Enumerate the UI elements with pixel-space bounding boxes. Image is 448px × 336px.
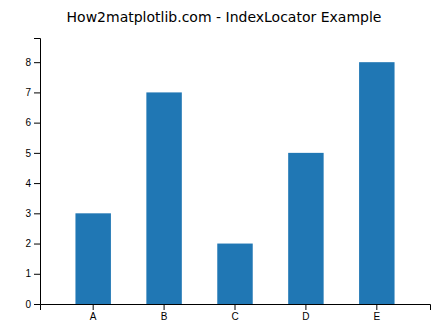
tick-mark [34,62,40,63]
x-axis: A B C D E [41,304,431,322]
tick-label: 7 [25,87,31,98]
tick-label: 8 [25,57,31,68]
x-tick: C [231,304,238,322]
bar [146,92,181,304]
y-tick: 1 [25,268,40,279]
chart-title: How2matplotlib.com - IndexLocator Exampl… [67,9,382,25]
bars [75,62,394,304]
chart-svg: How2matplotlib.com - IndexLocator Exampl… [0,0,448,336]
y-tick: 0 [25,299,40,310]
y-tick: 7 [25,87,40,98]
tick-mark [305,304,306,310]
axis-line [41,305,431,311]
tick-label: 2 [25,238,31,249]
y-tick: 8 [25,57,40,68]
tick-label: 3 [25,208,31,219]
tick-mark [34,213,40,214]
chart-container: How2matplotlib.com - IndexLocator Exampl… [0,0,448,336]
tick-mark [34,183,40,184]
y-tick: 2 [25,238,40,249]
tick-label: 1 [25,268,31,279]
y-tick: 5 [25,148,40,159]
x-tick: A [90,304,97,322]
tick-mark [34,244,40,245]
y-tick: 3 [25,208,40,219]
tick-mark [235,304,236,310]
x-tick: D [302,304,309,322]
tick-mark [34,274,40,275]
tick-mark [34,153,40,154]
tick-label: 4 [25,178,31,189]
tick-label: D [302,311,309,322]
tick-mark [93,304,94,310]
y-axis: 0 1 2 3 4 5 6 7 8 [25,39,40,310]
bar [217,244,252,304]
tick-mark [34,304,40,305]
tick-label: 0 [25,299,31,310]
tick-label: C [231,311,238,322]
tick-label: 6 [25,117,31,128]
tick-mark [34,123,40,124]
y-tick: 4 [25,178,40,189]
tick-label: 5 [25,148,31,159]
tick-mark [376,304,377,310]
axis-line [34,39,41,305]
bar [359,62,394,304]
bar [75,213,110,304]
tick-mark [164,304,165,310]
tick-mark [34,92,40,93]
tick-label: A [90,311,97,322]
x-tick: E [373,304,380,322]
tick-label: B [161,311,168,322]
tick-label: E [373,311,380,322]
plot: 0 1 2 3 4 5 6 7 8 A B C D E [25,39,430,323]
y-tick: 6 [25,117,40,128]
x-tick: B [161,304,168,322]
bar [288,153,323,304]
